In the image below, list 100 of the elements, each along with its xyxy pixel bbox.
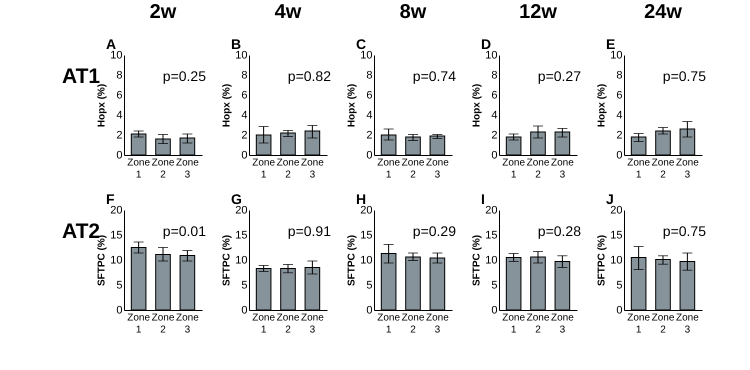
y-tick-label: 10 xyxy=(235,50,248,62)
y-tick-label: 10 xyxy=(360,254,372,266)
y-tick-label: 5 xyxy=(616,280,622,292)
y-tick-label: 15 xyxy=(485,230,498,242)
x-tick-label: Zone 3 xyxy=(676,312,700,336)
x-tick-label: Zone 2 xyxy=(402,158,425,180)
x-tick-label: Zone 3 xyxy=(176,158,200,180)
text: J xyxy=(606,191,614,207)
y-tick-label: 20 xyxy=(110,204,122,216)
y-tick-label: 0 xyxy=(241,304,248,316)
y-axis-title: SFTPC (%) xyxy=(596,234,608,286)
y-tick-label: 0 xyxy=(491,150,498,162)
x-tick-label: Zone 3 xyxy=(426,312,450,336)
y-tick-label: 8 xyxy=(241,70,248,82)
y-axis-title: Hopx (%) xyxy=(221,84,232,128)
y-tick-label: 8 xyxy=(491,70,498,82)
x-tick-label: Zone 2 xyxy=(652,158,675,180)
x-tick-label: Zone 3 xyxy=(300,312,324,336)
y-tick-label: 10 xyxy=(235,254,248,266)
x-tick-label: Zone 2 xyxy=(276,312,300,336)
y-tick-label: 4 xyxy=(616,110,622,122)
y-axis-title: SFTPC (%) xyxy=(471,234,482,286)
y-tick-label: 0 xyxy=(616,304,622,316)
y-tick-label: 8 xyxy=(616,70,622,82)
annotation: p=0.75 xyxy=(662,68,706,84)
y-tick-label: 10 xyxy=(110,254,122,266)
annotation: p=0.82 xyxy=(288,68,332,84)
annotation: p=0.01 xyxy=(162,223,206,239)
y-tick-label: 15 xyxy=(610,230,622,242)
chart-title: 4w xyxy=(274,1,302,23)
y-tick-label: 20 xyxy=(235,204,248,216)
chart-title: 8w xyxy=(400,1,427,23)
annotation: p=0.91 xyxy=(288,223,332,239)
x-tick-label: Zone 1 xyxy=(252,312,276,336)
x-tick-label: Zone 2 xyxy=(652,312,675,336)
y-tick-label: 0 xyxy=(616,150,622,162)
text: F xyxy=(106,191,115,207)
x-tick-label: Zone 3 xyxy=(550,158,574,180)
text: H xyxy=(356,191,366,207)
x-tick-label: Zone 1 xyxy=(627,158,650,180)
y-tick-label: 5 xyxy=(116,280,122,292)
y-axis-title: Hopx (%) xyxy=(346,84,358,128)
y-tick-label: 2 xyxy=(491,130,498,142)
x-tick-label: Zone 1 xyxy=(127,312,150,336)
x-tick-label: Zone 1 xyxy=(627,312,650,336)
y-tick-label: 4 xyxy=(491,110,498,122)
text: I xyxy=(481,191,485,207)
y-tick-label: 4 xyxy=(241,110,248,122)
y-tick-label: 15 xyxy=(235,230,248,242)
x-tick-label: Zone 1 xyxy=(127,158,150,180)
y-axis-title: SFTPC (%) xyxy=(221,234,232,286)
y-tick-label: 0 xyxy=(116,150,122,162)
text: A xyxy=(106,36,116,52)
chart-title: 24w xyxy=(644,1,682,23)
y-tick-label: 0 xyxy=(241,150,248,162)
y-axis-title: Hopx (%) xyxy=(471,84,482,128)
x-tick-label: Zone 2 xyxy=(526,158,550,180)
annotation: p=0.74 xyxy=(412,68,456,84)
y-tick-label: 6 xyxy=(616,90,622,102)
annotation: p=0.29 xyxy=(412,223,456,239)
x-tick-label: Zone 3 xyxy=(550,312,574,336)
x-tick-label: Zone 3 xyxy=(300,158,324,180)
annotation: p=0.28 xyxy=(538,223,582,239)
chart-title: 12w xyxy=(519,1,558,23)
x-tick-label: Zone 3 xyxy=(426,158,450,180)
y-tick-label: 6 xyxy=(241,90,248,102)
y-tick-label: 5 xyxy=(366,280,372,292)
y-tick-label: 10 xyxy=(610,50,622,62)
y-tick-label: 5 xyxy=(241,280,248,292)
x-tick-label: Zone 2 xyxy=(276,158,300,180)
text: E xyxy=(606,36,616,52)
y-tick-label: 15 xyxy=(360,230,372,242)
x-tick-label: Zone 2 xyxy=(152,312,175,336)
y-tick-label: 6 xyxy=(491,90,498,102)
y-tick-label: 4 xyxy=(116,110,122,122)
y-tick-label: 2 xyxy=(116,130,122,142)
text: G xyxy=(231,191,242,207)
y-tick-label: 2 xyxy=(241,130,248,142)
text: D xyxy=(481,36,492,52)
x-tick-label: Zone 3 xyxy=(176,312,200,336)
y-tick-label: 5 xyxy=(491,280,498,292)
y-tick-label: 10 xyxy=(485,254,498,266)
x-tick-label: Zone 2 xyxy=(526,312,550,336)
y-tick-label: 10 xyxy=(360,50,372,62)
y-tick-label: 0 xyxy=(491,304,498,316)
annotation: p=0.75 xyxy=(662,223,706,239)
y-tick-label: 6 xyxy=(366,90,372,102)
y-tick-label: 2 xyxy=(616,130,622,142)
y-tick-label: 8 xyxy=(366,70,372,82)
y-tick-label: 0 xyxy=(116,304,122,316)
y-tick-label: 8 xyxy=(116,70,122,82)
y-tick-label: 10 xyxy=(610,254,622,266)
y-tick-label: 2 xyxy=(366,130,372,142)
text: C xyxy=(356,36,366,52)
x-tick-label: Zone 2 xyxy=(402,312,425,336)
y-axis-title: Hopx (%) xyxy=(96,84,108,128)
y-tick-label: 20 xyxy=(610,204,622,216)
y-axis-title: Hopx (%) xyxy=(596,84,608,128)
annotation: p=0.27 xyxy=(538,68,582,84)
x-tick-label: Zone 1 xyxy=(502,158,526,180)
